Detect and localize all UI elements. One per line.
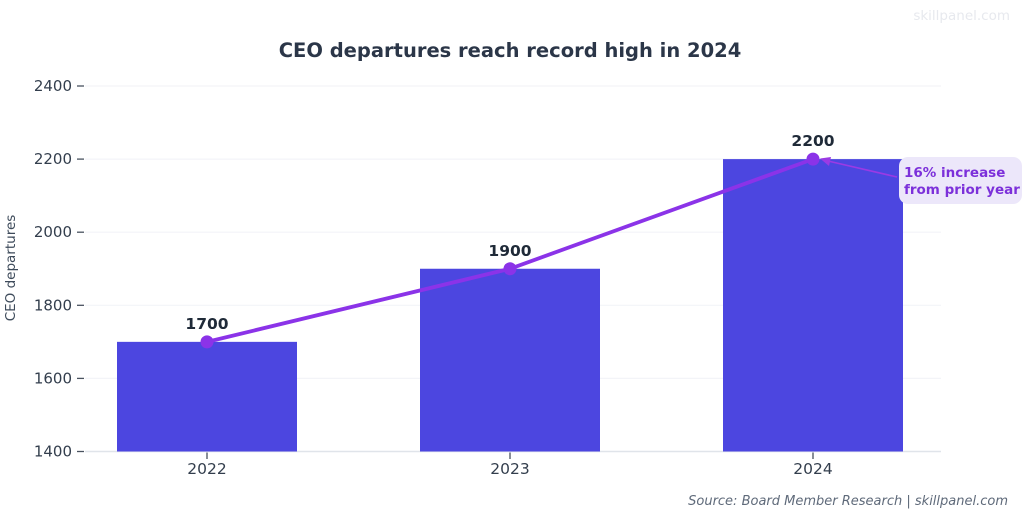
annotation-box bbox=[899, 157, 1022, 204]
annotation-text-line1: 16% increase bbox=[904, 165, 1005, 181]
y-tick-label: 2200 bbox=[34, 150, 72, 168]
y-tick-label: 1800 bbox=[34, 296, 72, 314]
annotation-callout: 16% increase from prior year bbox=[820, 157, 1022, 204]
value-label: 1700 bbox=[185, 315, 228, 333]
x-tick-label: 2024 bbox=[793, 460, 832, 478]
y-tick-label: 2400 bbox=[34, 77, 72, 95]
bar bbox=[117, 341, 297, 452]
annotation-text-line2: from prior year bbox=[904, 182, 1020, 198]
chart-title: CEO departures reach record high in 2024 bbox=[279, 39, 742, 62]
watermark: skillpanel.com bbox=[913, 8, 1010, 24]
y-tick-label: 1600 bbox=[34, 369, 72, 387]
y-tick-label: 1400 bbox=[34, 443, 72, 461]
bar bbox=[420, 268, 600, 452]
data-point-marker bbox=[503, 262, 517, 276]
annotation-arrowhead bbox=[820, 157, 831, 166]
annotation-arrow bbox=[827, 160, 898, 178]
value-label: 1900 bbox=[488, 242, 531, 260]
source-credit: Source: Board Member Research | skillpan… bbox=[688, 494, 1008, 509]
bar bbox=[723, 159, 903, 452]
y-axis-label: CEO departures bbox=[3, 215, 19, 322]
data-point-marker bbox=[200, 335, 214, 349]
data-point-marker bbox=[806, 152, 820, 166]
plot-area: 1400 1600 1800 2000 2200 2400 2022 2023 2024 1700… bbox=[34, 77, 941, 478]
x-tick-label: 2022 bbox=[187, 460, 226, 478]
x-tick-label: 2023 bbox=[490, 460, 529, 478]
value-label: 2200 bbox=[791, 132, 834, 150]
y-tick-label: 2000 bbox=[34, 223, 72, 241]
